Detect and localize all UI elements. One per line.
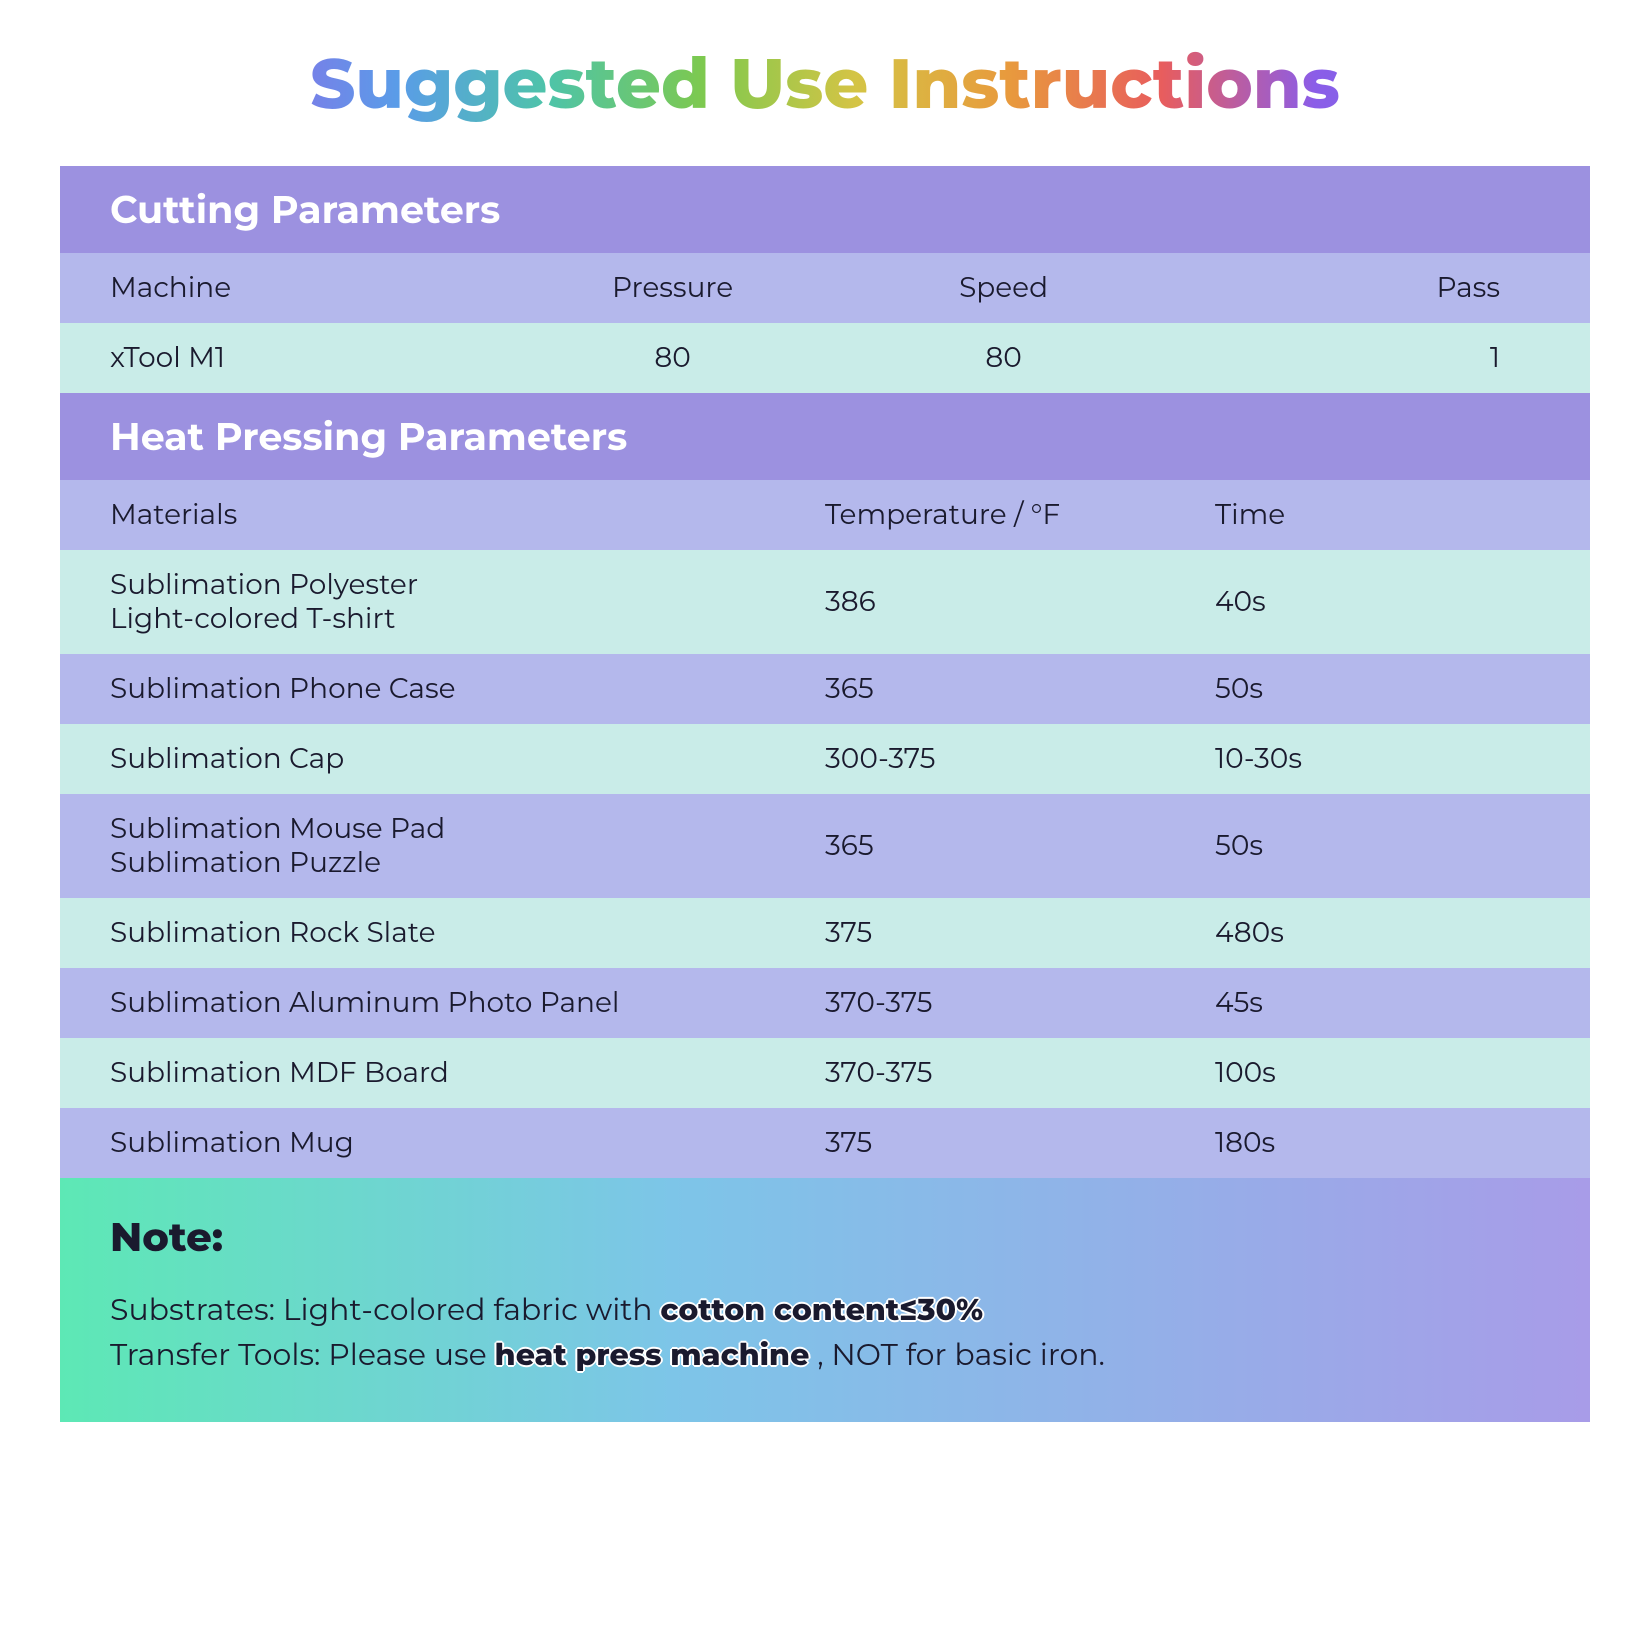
cutting-col-pass: Pass [1169, 271, 1540, 305]
cutting-row: xTool M180801 [60, 323, 1590, 393]
heat-cell-temperature: 386 [825, 585, 1215, 619]
heat-cell-time: 40s [1215, 585, 1540, 619]
heat-cell-temperature: 365 [825, 672, 1215, 706]
note-line1-prefix: Substrates: Light-colored fabric with [110, 1291, 660, 1328]
heat-cell-temperature: 370-375 [825, 986, 1215, 1020]
heat-cell-material: Sublimation Phone Case [110, 672, 825, 706]
heat-row: Sublimation Mug375180s [60, 1108, 1590, 1178]
heat-cell-time: 100s [1215, 1056, 1540, 1090]
heat-cell-temperature: 365 [825, 829, 1215, 863]
heat-cell-time: 50s [1215, 672, 1540, 706]
page-title: Suggested Use Instructions [60, 40, 1590, 126]
heat-cell-temperature: 370-375 [825, 1056, 1215, 1090]
heat-cell-temperature: 375 [825, 1126, 1215, 1160]
cutting-col-pressure: Pressure [507, 271, 838, 305]
heat-cell-material: Sublimation Aluminum Photo Panel [110, 986, 825, 1020]
cutting-col-speed: Speed [838, 271, 1169, 305]
heat-cell-material: Sublimation Polyester Light-colored T-sh… [110, 568, 825, 636]
cutting-section-header: Cutting Parameters [60, 166, 1590, 253]
cutting-header-row: Machine Pressure Speed Pass [60, 253, 1590, 323]
instructions-table: Cutting Parameters Machine Pressure Spee… [60, 166, 1590, 1422]
heat-cell-material: Sublimation Mouse Pad Sublimation Puzzle [110, 812, 825, 880]
cutting-cell-speed: 80 [838, 341, 1169, 375]
heat-col-time: Time [1215, 498, 1540, 532]
cutting-cell-machine: xTool M1 [110, 341, 507, 375]
heat-cell-time: 50s [1215, 829, 1540, 863]
cutting-cell-pass: 1 [1169, 341, 1540, 375]
heat-cell-temperature: 375 [825, 916, 1215, 950]
heat-cell-material: Sublimation Mug [110, 1126, 825, 1160]
heat-cell-material: Sublimation MDF Board [110, 1056, 825, 1090]
cutting-cell-pressure: 80 [507, 341, 838, 375]
heat-col-materials: Materials [110, 498, 825, 532]
note-line-2: Transfer Tools: Please use heat press ma… [110, 1332, 1540, 1377]
heat-cell-time: 10-30s [1215, 742, 1540, 776]
note-line2-bold: heat press machine [495, 1336, 810, 1373]
heat-header-row: Materials Temperature / °F Time [60, 480, 1590, 550]
heat-row: Sublimation Mouse Pad Sublimation Puzzle… [60, 794, 1590, 898]
heat-row: Sublimation Aluminum Photo Panel370-3754… [60, 968, 1590, 1038]
note-line2-suffix: , NOT for basic iron. [809, 1336, 1105, 1373]
note-section: Note: Substrates: Light-colored fabric w… [60, 1178, 1590, 1422]
heat-row: Sublimation MDF Board370-375100s [60, 1038, 1590, 1108]
note-title: Note: [110, 1213, 1540, 1262]
heat-cell-material: Sublimation Cap [110, 742, 825, 776]
heat-cell-time: 180s [1215, 1126, 1540, 1160]
cutting-col-machine: Machine [110, 271, 507, 305]
heat-row: Sublimation Cap300-37510-30s [60, 724, 1590, 794]
heat-cell-material: Sublimation Rock Slate [110, 916, 825, 950]
heat-section-header: Heat Pressing Parameters [60, 393, 1590, 480]
heat-row: Sublimation Phone Case36550s [60, 654, 1590, 724]
note-line2-prefix: Transfer Tools: Please use [110, 1336, 495, 1373]
heat-row: Sublimation Polyester Light-colored T-sh… [60, 550, 1590, 654]
note-line1-bold: cotton content≤30% [660, 1291, 983, 1328]
heat-row: Sublimation Rock Slate375480s [60, 898, 1590, 968]
note-line-1: Substrates: Light-colored fabric with co… [110, 1287, 1540, 1332]
heat-col-temperature: Temperature / °F [825, 498, 1215, 532]
heat-cell-time: 45s [1215, 986, 1540, 1020]
heat-cell-temperature: 300-375 [825, 742, 1215, 776]
heat-cell-time: 480s [1215, 916, 1540, 950]
